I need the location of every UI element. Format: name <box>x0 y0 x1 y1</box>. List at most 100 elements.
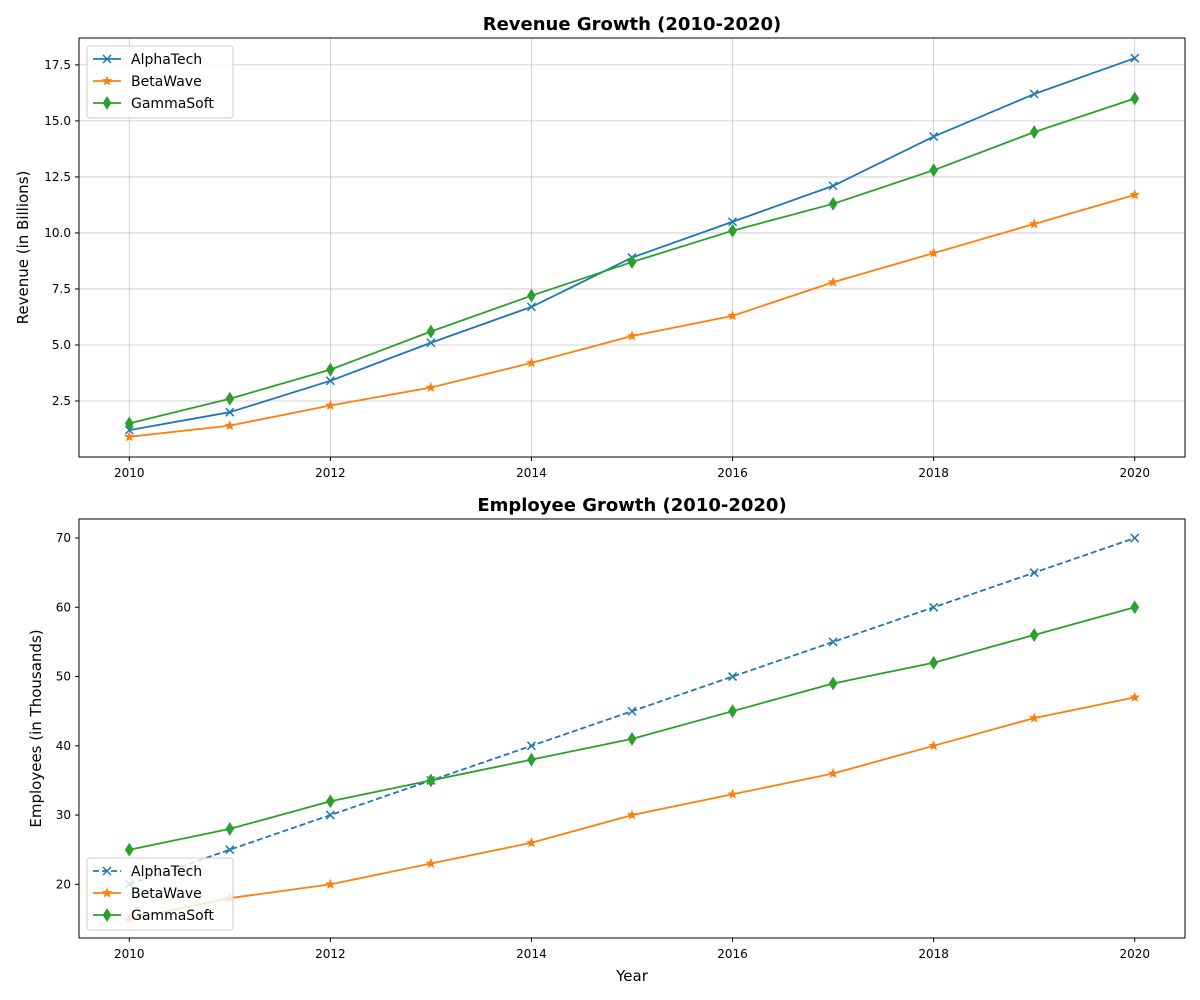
legend-item: AlphaTech <box>93 52 202 68</box>
star-marker <box>1129 189 1141 200</box>
x-marker <box>929 602 939 612</box>
x-tick-label: 2016 <box>717 466 748 480</box>
x-marker <box>225 845 235 855</box>
legend: AlphaTech BetaWave GammaSoft <box>86 857 234 931</box>
y-tick-label: 40 <box>56 739 71 753</box>
diamond-marker <box>627 255 637 269</box>
x-marker <box>728 217 738 227</box>
legend-item: AlphaTech <box>93 864 202 880</box>
legend-label: AlphaTech <box>131 864 202 880</box>
diamond-marker <box>325 362 335 377</box>
y-tick-label: 30 <box>56 808 71 822</box>
x-marker <box>1029 568 1039 578</box>
x-tick-label: 2010 <box>114 466 145 480</box>
chart-title: Revenue Growth (2010-2020) <box>483 14 782 35</box>
y-tick-label: 20 <box>56 877 71 891</box>
diamond-marker <box>1029 125 1039 140</box>
x-tick-label: 2016 <box>717 947 748 961</box>
x-marker <box>526 302 536 312</box>
x-axis-ticks: 2010 2012 2014 2016 2018 2020 <box>114 457 1150 480</box>
legend-item: GammaSoft <box>93 908 214 924</box>
diamond-marker <box>1130 600 1140 615</box>
revenue-chart-panel: Revenue Growth (2010-2020) Revenue (in B… <box>14 14 1186 480</box>
x-marker <box>1029 89 1039 99</box>
employee-chart-panel: Employee Growth (2010-2020) Employees (i… <box>27 495 1186 985</box>
diamond-marker <box>1029 628 1039 642</box>
star-marker <box>928 740 940 751</box>
diamond-marker <box>225 391 235 406</box>
legend-label: BetaWave <box>131 886 202 902</box>
y-tick-label: 60 <box>56 600 71 614</box>
series-gammasoft <box>124 91 1140 431</box>
diamond-marker <box>728 223 737 238</box>
star-marker <box>123 431 135 442</box>
y-axis-ticks: 20 30 40 50 60 70 <box>56 531 79 891</box>
diamond-marker <box>325 794 335 809</box>
star-marker <box>425 381 437 393</box>
series-gammasoft <box>124 600 1140 857</box>
diamond-marker <box>1130 91 1140 106</box>
x-marker <box>1130 53 1140 63</box>
y-tick-label: 15.0 <box>44 114 71 128</box>
x-marker <box>102 866 112 876</box>
star-marker <box>324 878 336 889</box>
x-marker <box>426 338 436 348</box>
diamond-marker <box>426 773 436 788</box>
diamond-marker <box>527 288 536 303</box>
x-axis-ticks: 2010 2012 2014 2016 2018 2020 <box>114 938 1150 961</box>
x-marker <box>929 132 939 142</box>
diamond-marker <box>929 655 939 670</box>
diamond-marker <box>929 163 939 178</box>
x-marker <box>225 407 235 417</box>
legend-label: BetaWave <box>131 74 202 90</box>
legend-label: AlphaTech <box>131 52 202 68</box>
diamond-marker <box>102 908 112 922</box>
y-tick-label: 7.5 <box>52 282 71 296</box>
star-marker <box>626 809 638 820</box>
y-tick-label: 2.5 <box>52 394 71 408</box>
legend-label: GammaSoft <box>131 908 214 924</box>
star-marker <box>827 276 839 287</box>
x-tick-label: 2010 <box>114 947 145 961</box>
x-marker <box>325 810 335 820</box>
x-marker <box>526 741 536 751</box>
diamond-marker <box>828 676 838 691</box>
x-axis-label: Year <box>615 967 649 985</box>
legend: AlphaTech BetaWave GammaSoft <box>86 45 234 119</box>
diamond-marker <box>627 731 637 746</box>
y-tick-label: 10.0 <box>44 226 71 240</box>
x-marker <box>627 706 637 716</box>
star-marker <box>526 357 537 368</box>
x-marker <box>102 54 112 64</box>
diamond-marker <box>124 416 134 431</box>
diamond-marker <box>225 821 235 836</box>
star-marker <box>224 419 236 431</box>
y-tick-label: 17.5 <box>44 58 71 72</box>
legend-item: BetaWave <box>93 886 202 902</box>
star-marker <box>1028 712 1040 723</box>
x-tick-label: 2020 <box>1119 466 1150 480</box>
star-marker <box>101 75 113 86</box>
x-marker <box>828 637 838 647</box>
y-tick-label: 50 <box>56 670 71 684</box>
diamond-marker <box>828 196 838 211</box>
y-tick-label: 5.0 <box>52 338 71 352</box>
diamond-marker <box>527 752 536 767</box>
x-marker <box>728 672 738 682</box>
chart-title: Employee Growth (2010-2020) <box>477 495 786 516</box>
x-tick-label: 2014 <box>516 947 547 961</box>
star-marker <box>727 310 738 321</box>
plot-frame <box>78 518 1186 939</box>
x-marker <box>325 376 335 386</box>
diamond-marker <box>728 704 737 719</box>
legend-item: BetaWave <box>93 74 202 90</box>
plot-frame <box>78 37 1186 458</box>
x-tick-label: 2014 <box>516 466 547 480</box>
y-axis-label: Revenue (in Billions) <box>14 171 32 325</box>
star-marker <box>827 767 839 779</box>
y-axis-label: Employees (in Thousands) <box>27 629 45 827</box>
legend-label: GammaSoft <box>131 96 214 112</box>
legend-box <box>86 857 234 931</box>
